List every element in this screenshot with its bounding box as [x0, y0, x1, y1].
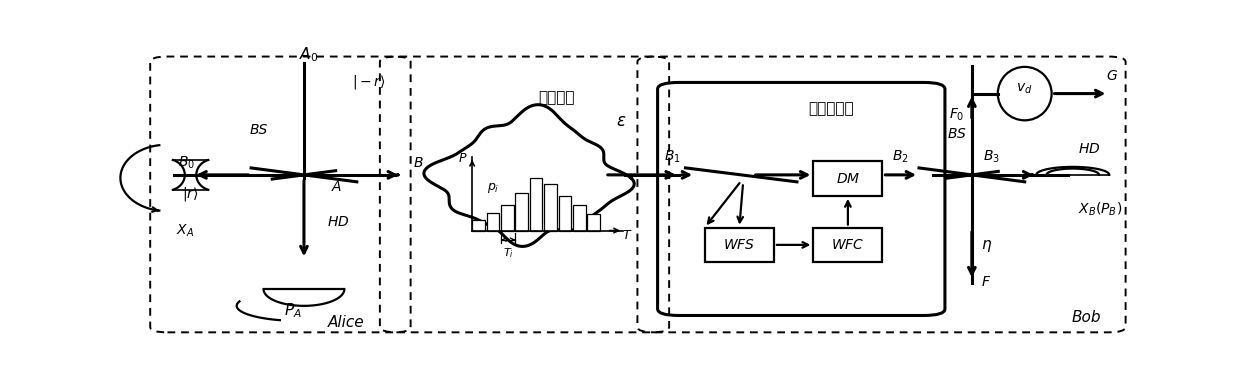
- Bar: [573, 205, 585, 231]
- Text: $\eta$: $\eta$: [982, 238, 992, 254]
- Bar: [516, 193, 528, 231]
- Bar: [529, 178, 542, 231]
- Text: $p_i$: $p_i$: [486, 181, 498, 196]
- Bar: [704, 228, 774, 262]
- Text: $A_0$: $A_0$: [299, 45, 319, 64]
- Text: $B$: $B$: [413, 156, 423, 170]
- Text: $BS$: $BS$: [947, 127, 967, 141]
- Text: $HD$: $HD$: [1078, 142, 1100, 156]
- Bar: [544, 184, 557, 231]
- Bar: [813, 161, 883, 196]
- Text: $F$: $F$: [982, 275, 992, 289]
- Text: $T$: $T$: [621, 229, 632, 242]
- Text: $P_A$: $P_A$: [284, 301, 301, 320]
- Text: $\varepsilon$: $\varepsilon$: [616, 112, 626, 130]
- Text: $B_2$: $B_2$: [892, 149, 909, 165]
- Text: $WFS$: $WFS$: [723, 238, 755, 252]
- Text: $|r\rangle$: $|r\rangle$: [182, 185, 198, 203]
- FancyBboxPatch shape: [657, 83, 945, 316]
- Text: $B_3$: $B_3$: [983, 149, 1001, 165]
- Text: $X_A$: $X_A$: [176, 222, 195, 239]
- Text: $|-r\rangle$: $|-r\rangle$: [352, 73, 386, 91]
- Bar: [501, 205, 513, 231]
- Text: $T_i$: $T_i$: [502, 246, 513, 260]
- Text: $A$: $A$: [331, 180, 342, 194]
- Bar: [486, 213, 500, 231]
- Text: Alice: Alice: [327, 315, 365, 330]
- Text: $DM$: $DM$: [836, 172, 861, 186]
- Text: $P$: $P$: [458, 152, 467, 165]
- Bar: [472, 220, 485, 231]
- Bar: [813, 228, 883, 262]
- Text: 自适应光学: 自适应光学: [808, 101, 853, 116]
- Text: $G$: $G$: [1106, 68, 1118, 83]
- Text: $X_B(P_B)$: $X_B(P_B)$: [1078, 201, 1122, 218]
- Text: $WFC$: $WFC$: [831, 238, 864, 252]
- Text: $HD$: $HD$: [327, 215, 350, 229]
- Text: BS: BS: [249, 123, 268, 137]
- Text: $v_d$: $v_d$: [1017, 82, 1033, 96]
- Text: Bob: Bob: [1071, 310, 1101, 325]
- Bar: [588, 214, 600, 231]
- Text: $F_0$: $F_0$: [949, 106, 965, 123]
- Polygon shape: [424, 105, 634, 246]
- Ellipse shape: [998, 67, 1052, 120]
- Text: $B_1$: $B_1$: [665, 149, 681, 165]
- Text: 量子信道: 量子信道: [538, 91, 575, 106]
- Text: $B_0$: $B_0$: [179, 154, 195, 171]
- Bar: [559, 196, 572, 231]
